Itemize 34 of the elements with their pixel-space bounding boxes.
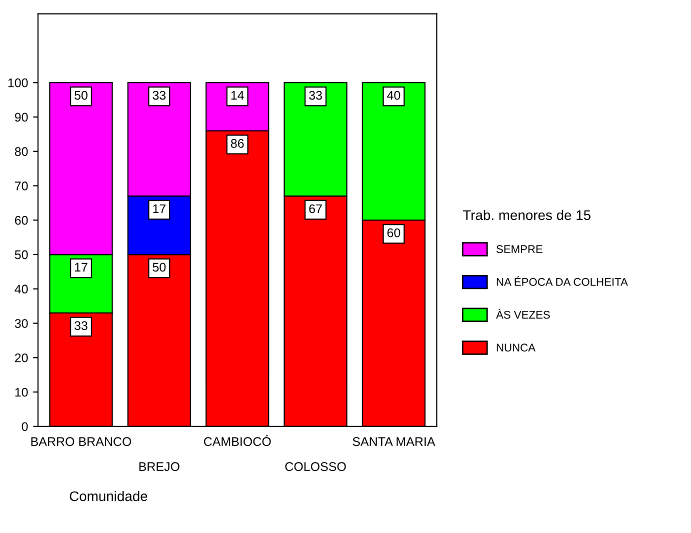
legend-title: Trab. menores de 15	[462, 210, 590, 220]
data-label: 14	[231, 91, 244, 100]
legend-label: ÀS VEZES	[496, 308, 550, 319]
y-tick-label: 100	[8, 78, 28, 88]
data-label: 33	[152, 90, 166, 100]
y-tick-label: 60	[15, 216, 28, 225]
y-tick-label: 80	[14, 147, 28, 156]
x-axis-title: Comunidade	[70, 490, 148, 502]
y-tick-label: 40	[14, 284, 28, 294]
x-tick-label: SANTA MARIA	[352, 437, 436, 446]
y-tick-label: 10	[15, 388, 28, 397]
data-label: 33	[74, 321, 88, 330]
y-tick-label: 50	[14, 250, 28, 260]
data-label: 40	[387, 90, 400, 100]
y-tick-label: 70	[15, 182, 28, 190]
data-label: 33	[309, 90, 322, 100]
y-tick-label: 20	[15, 353, 28, 362]
y-tick-label: 30	[14, 319, 28, 328]
data-label: 17	[153, 204, 166, 214]
legend-label: NUNCA	[496, 344, 536, 352]
x-tick-label: BREJO	[139, 462, 180, 471]
y-tick-label: 90	[14, 112, 28, 122]
legend-label: SEMPRE	[496, 245, 542, 254]
x-tick-label: BARRO BRANCO	[31, 437, 132, 446]
data-label: 60	[387, 228, 400, 238]
data-label: 67	[309, 204, 322, 214]
data-label: 86	[230, 139, 244, 148]
y-tick-label: 0	[22, 422, 28, 432]
x-tick-label: CAMBIOCÓ	[204, 435, 271, 446]
data-label: 50	[74, 90, 88, 100]
data-label: 50	[152, 262, 166, 272]
x-tick-label: COLOSSO	[285, 462, 346, 471]
data-label: 17	[75, 262, 88, 272]
legend-label: NA ÉPOCA DA COLHEITA	[496, 276, 628, 286]
